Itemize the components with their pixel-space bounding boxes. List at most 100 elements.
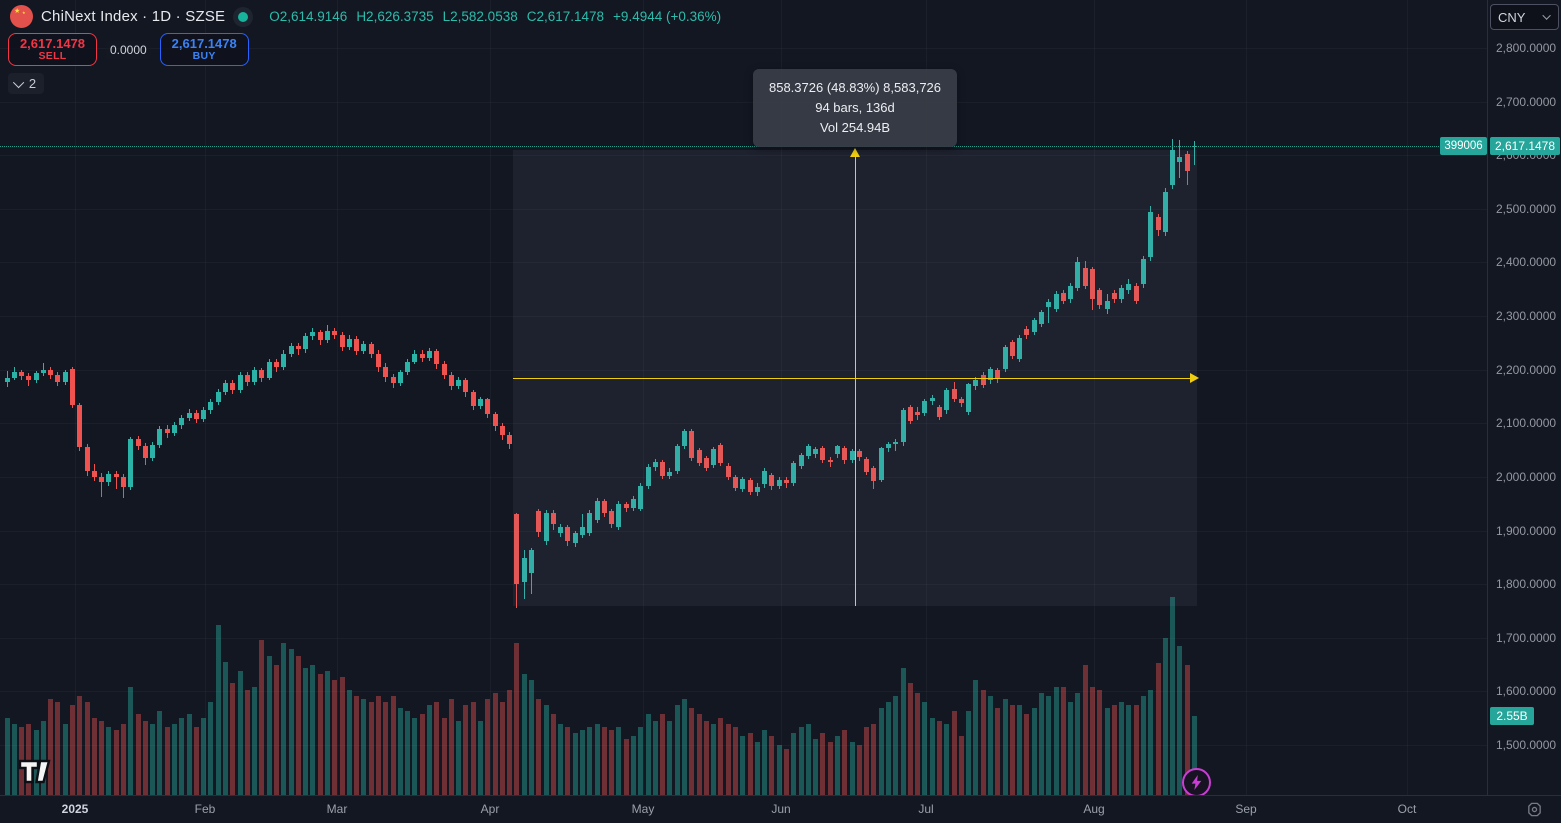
volume-bar (725, 723, 731, 795)
arrow-right-icon (1190, 373, 1199, 384)
volume-bar (405, 711, 411, 795)
buy-button[interactable]: 2,617.1478 BUY (159, 33, 249, 66)
candle-body (172, 425, 178, 433)
ohlc-values: O2,614.9146 H2,626.3735 L2,582.0538 C2,6… (269, 9, 721, 24)
volume-bar (791, 733, 797, 795)
last-price-axis-label: 2,617.1478 (1490, 137, 1560, 156)
symbol-header: ★ ★ ChiNext Index · 1D · SZSE O2,614.9146… (10, 5, 721, 28)
volume-bar (390, 695, 396, 795)
candle-body (1009, 342, 1015, 356)
candle-wick (115, 470, 117, 489)
price-axis[interactable]: CNY 2,800.0000 2,700.0000 2,600.0000 2,500.… (1487, 0, 1561, 795)
volume-bar (1089, 686, 1095, 795)
candle-body (412, 353, 418, 362)
candle-body (142, 445, 148, 459)
volume-bar (274, 664, 280, 795)
candle-body (842, 448, 848, 461)
volume-bar (587, 726, 593, 795)
volume-bar (871, 723, 877, 795)
candle-body (725, 466, 731, 477)
volume-bar (266, 655, 272, 795)
volume-bar (193, 726, 199, 795)
volume-bar (747, 733, 753, 795)
volume-bar (1031, 708, 1037, 795)
candle-body (1177, 156, 1183, 162)
symbol-title[interactable]: ChiNext Index · 1D · SZSE (41, 8, 226, 25)
candle-body (179, 417, 185, 426)
volume-bar (4, 717, 10, 795)
candle-body (84, 446, 90, 472)
volume-bar (966, 711, 972, 795)
candle-body (805, 445, 811, 456)
market-status-lightning-icon[interactable] (1181, 768, 1211, 795)
collapse-indicators-button[interactable]: 2 (8, 73, 44, 94)
volume-bar (419, 714, 425, 795)
tradingview-logo[interactable] (18, 755, 58, 794)
volume-bar (1038, 692, 1044, 795)
ohlc-high: H2,626.3735 (356, 9, 434, 24)
candle-body (310, 332, 316, 337)
candlestick-series (4, 138, 1197, 609)
candle-body (944, 390, 950, 411)
volume-bar (478, 720, 484, 795)
candle-body (157, 428, 163, 445)
volume-bar (1002, 698, 1008, 795)
time-tick-label: May (631, 802, 655, 816)
volume-bar (878, 708, 884, 795)
volume-bar (1017, 705, 1023, 795)
volume-bar (973, 680, 979, 795)
candle-body (215, 392, 221, 402)
candle-body (1155, 216, 1161, 231)
candle-body (762, 470, 768, 485)
candle-body (1002, 347, 1008, 370)
candle-body (776, 479, 782, 487)
volume-bar (223, 661, 229, 795)
volume-bar (1060, 686, 1066, 795)
sell-button[interactable]: 2,617.1478 SELL (8, 33, 97, 66)
candle-body (19, 371, 25, 377)
time-tick-label: Aug (1083, 802, 1105, 816)
volume-bar (536, 698, 542, 795)
volume-bar (456, 720, 462, 795)
measure-tooltip: 858.3726 (48.83%) 8,583,726 94 bars, 136… (752, 69, 958, 147)
volume-bar (172, 723, 178, 795)
volume-bar (230, 683, 236, 795)
candle-body (478, 399, 484, 407)
volume-bar (783, 748, 789, 795)
volume-bar (463, 705, 469, 795)
candle-body (1038, 312, 1044, 325)
candle-body (48, 369, 54, 376)
candle-body (106, 474, 112, 483)
candle-body (1140, 258, 1146, 284)
candle-body (543, 512, 549, 542)
volume-bar (310, 664, 316, 795)
candle-body (259, 369, 265, 378)
candle-body (499, 426, 505, 436)
volume-bar (864, 726, 870, 795)
volume-bar (157, 711, 163, 795)
candle-body (91, 471, 97, 477)
measure-bars: 94 bars, 136d (815, 100, 895, 115)
candle-body (405, 361, 411, 372)
chart-canvas[interactable]: 399006 (0, 0, 1487, 795)
volume-bar (499, 702, 505, 795)
volume-bar (601, 726, 607, 795)
market-status-dot-icon[interactable] (233, 6, 254, 27)
measure-volume: Vol 254.94B (819, 120, 891, 135)
price-tick-label: 2,000.0000 (1496, 469, 1557, 484)
volume-bar (434, 702, 440, 795)
volume-bar (674, 705, 680, 795)
candle-body (325, 331, 331, 341)
volume-bar (113, 729, 119, 795)
candle-body (885, 443, 891, 448)
currency-dropdown[interactable]: CNY (1490, 4, 1559, 30)
candle-wick (1193, 141, 1195, 165)
timezone-settings-icon[interactable] (1526, 801, 1543, 823)
volume-bar (703, 720, 709, 795)
candle-body (958, 398, 964, 403)
volume-bar (106, 726, 112, 795)
volume-bar (259, 640, 265, 795)
time-axis[interactable]: 2025 Feb Mar Apr May Jun Jul Aug Sep Oct (0, 795, 1561, 823)
volume-bar (711, 723, 717, 795)
volume-bar (339, 677, 345, 795)
